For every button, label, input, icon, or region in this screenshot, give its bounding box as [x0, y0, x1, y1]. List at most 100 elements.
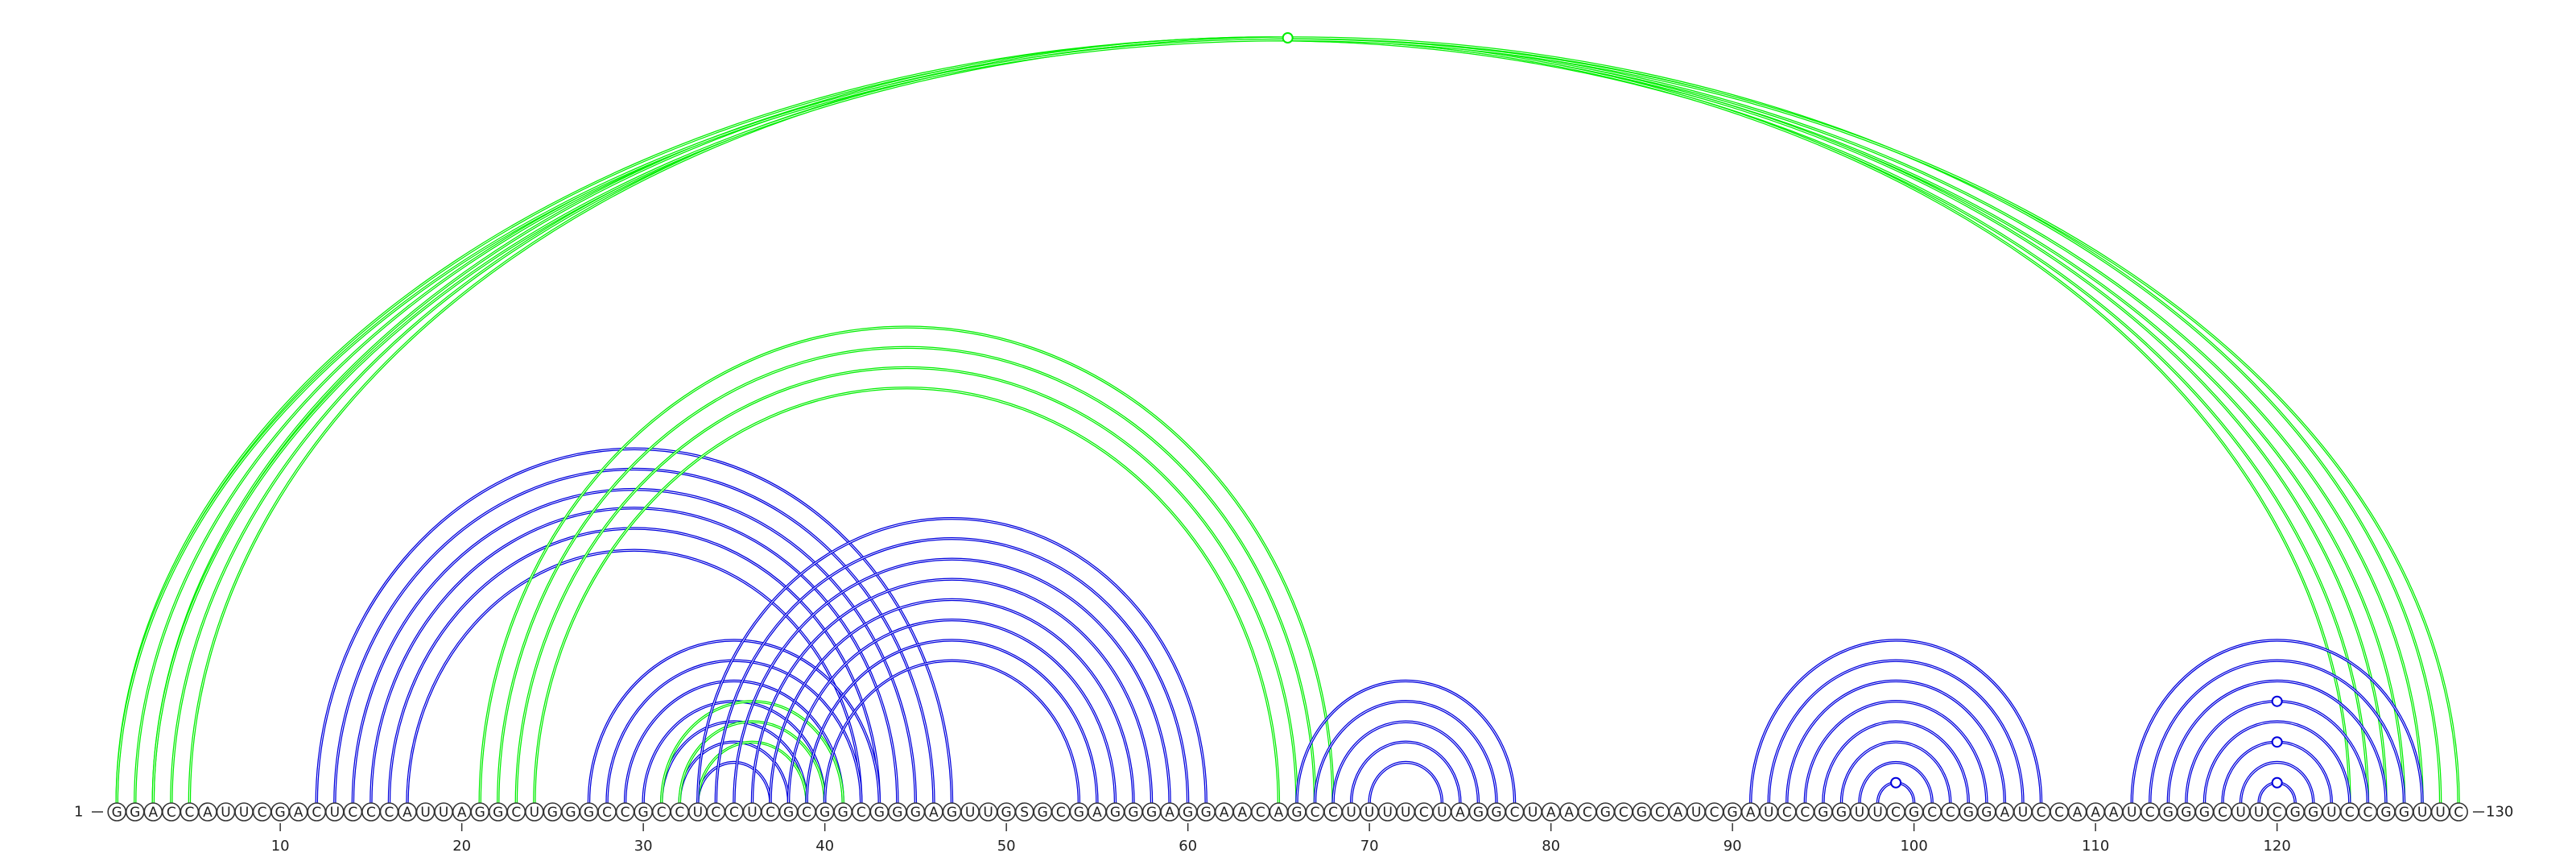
base-pair-arc-inner-15-44 [370, 507, 898, 804]
nucleotide-110: A [2086, 802, 2105, 822]
nucleotide-letter: U [420, 805, 430, 821]
nucleotide-letter: G [547, 805, 558, 821]
apex-marker-119-121 [2271, 776, 2283, 789]
nucleotide-letter: A [203, 805, 213, 821]
nucleotide-letter: G [819, 805, 830, 821]
start-label: 1 [74, 804, 83, 821]
nucleotide-letter: U [965, 805, 975, 821]
nucleotide-letter: C [711, 805, 720, 821]
nucleotide-97: U [1850, 802, 1869, 822]
nucleotide-117: C [2213, 802, 2232, 822]
nucleotide-letter: C [857, 805, 866, 821]
nucleotide-letter: U [530, 805, 539, 821]
nucleotide-letter: S [1020, 805, 1029, 821]
tick-label-60: 60 [1179, 838, 1197, 855]
base-pair-arc-1-128 [115, 36, 2424, 805]
nucleotide-letter: C [1927, 805, 1937, 821]
nucleotide-letter: G [2308, 805, 2318, 821]
nucleotide-letter: A [2109, 805, 2119, 821]
nucleotide-letter: G [1491, 805, 1501, 821]
base-pair-arc-inner-38-56 [788, 619, 1116, 804]
nucleotide-98: U [1868, 802, 1888, 822]
base-pair-arc-inner-31-39 [661, 721, 807, 804]
base-pair-arc-inner-66-78 [1296, 681, 1515, 804]
nucleotide-72: U [1396, 802, 1416, 822]
nucleotide-letter: C [2273, 805, 2282, 821]
nucleotide-79: U [1523, 802, 1542, 822]
nucleotide-letter: G [475, 805, 485, 821]
nucleotide-89: C [1704, 802, 1724, 822]
nucleotide-letter: C [258, 805, 267, 821]
nucleotide-42: C [851, 802, 871, 822]
nucleotide-letter: U [239, 805, 249, 821]
nucleotide-letter: G [275, 805, 286, 821]
base-pair-arc-inner-27-43 [588, 640, 880, 804]
nucleotide-24: U [525, 802, 544, 822]
nucleotide-44: G [888, 802, 907, 822]
base-pair-arc-inner-5-124 [188, 37, 2351, 804]
nucleotide-letter: G [1909, 805, 1919, 821]
nucleotide-106: U [2013, 802, 2033, 822]
nucleotide-letter: G [130, 805, 140, 821]
nucleotide-letter: A [402, 805, 412, 821]
nucleotide-28: C [597, 802, 617, 822]
base-pair-arc-inner-16-43 [389, 528, 880, 804]
nucleotide-115: G [2177, 802, 2196, 822]
nucleotide-letter: C [657, 805, 667, 821]
nucleotide-letter: C [385, 805, 394, 821]
nucleotide-letter: C [602, 805, 612, 821]
nucleotide-letter: G [1836, 805, 1847, 821]
nucleotide-26: G [561, 802, 580, 822]
nucleotide-69: U [1341, 802, 1361, 822]
nucleotide-letter: A [148, 805, 158, 821]
nucleotide-49: U [978, 802, 998, 822]
base-pair-arc-inner-28-42 [606, 660, 862, 804]
nucleotide-86: C [1650, 802, 1670, 822]
nucleotide-34: C [706, 802, 726, 822]
nucleotide-25: G [543, 802, 563, 822]
base-pair-arc-inner-70-74 [1368, 762, 1443, 804]
nucleotide-109: A [2067, 802, 2087, 822]
nucleotide-letter: C [348, 805, 357, 821]
nucleotide-letter: G [1038, 805, 1048, 821]
nucleotide-letter: A [1237, 805, 1247, 821]
nucleotide-letter: U [1691, 805, 1701, 821]
nucleotide-letter: C [2345, 805, 2355, 821]
nucleotide-letter: C [766, 805, 775, 821]
nucleotide-75: A [1451, 802, 1470, 822]
nucleotide-letter: C [1056, 805, 1066, 821]
base-pair-arc-inner-3-126 [152, 37, 2387, 804]
nucleotide-letter: C [184, 805, 194, 821]
nucleotide-66: G [1287, 802, 1307, 822]
tick-label-50: 50 [997, 838, 1016, 855]
nucleotide-48: U [960, 802, 980, 822]
nucleotide-letter: G [1201, 805, 1212, 821]
nucleotide-letter: G [1728, 805, 1738, 821]
nucleotide-6: A [198, 802, 217, 822]
nucleotide-letter: A [1674, 805, 1683, 821]
base-pair-arc-inner-13-46 [334, 469, 935, 804]
base-pair-arc-3-129 [151, 36, 2442, 805]
base-pair-arc-inner-14-45 [352, 489, 916, 804]
nucleotide-letter: A [294, 805, 303, 821]
nucleotide-112: U [2122, 802, 2142, 822]
base-pair-arc-inner-4-125 [171, 39, 2368, 804]
nucleotide-47: G [942, 802, 962, 822]
nucleotide-29: C [615, 802, 635, 822]
nucleotide-letter: A [1546, 805, 1556, 821]
nucleotide-7: U [216, 802, 236, 822]
nucleotide-letter: C [675, 805, 684, 821]
nucleotide-letter: A [929, 805, 939, 821]
nucleotide-8: U [234, 802, 254, 822]
nucleotide-letter: A [1455, 805, 1465, 821]
nucleotide-letter: G [1074, 805, 1084, 821]
base-pair-arc-inner-24-65 [534, 387, 1279, 804]
nucleotide-74: U [1432, 802, 1452, 822]
nucleotide-letter: A [457, 805, 467, 821]
nucleotide-40: G [815, 802, 835, 822]
nucleotide-letter: U [1528, 805, 1538, 821]
base-pair-arc-inner-97-101 [1859, 762, 1933, 804]
base-pair-arc-inner-116-124 [2204, 721, 2351, 804]
base-pair-arc-inner-22-67 [497, 346, 1315, 804]
